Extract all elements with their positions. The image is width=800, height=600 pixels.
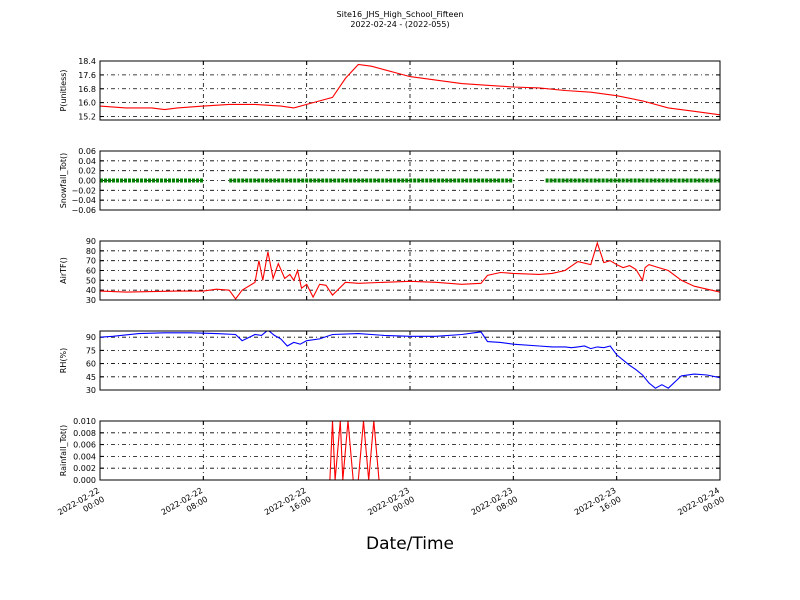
x-tick-label: 2022-02-2300:00 bbox=[366, 486, 416, 526]
x-tick-label: 2022-02-2216:00 bbox=[263, 486, 313, 526]
panel-4: 90 75 60 45 30 RH(%) bbox=[59, 330, 721, 395]
y-tick-label: 90 bbox=[86, 333, 96, 342]
y-tick-label: 0.004 bbox=[73, 452, 96, 461]
y-tick-label: 45 bbox=[86, 373, 96, 382]
y-tick-label: 18.4 bbox=[78, 57, 96, 66]
chart-title: Site16_JHS_High_School_Fifteen bbox=[336, 10, 464, 19]
panel-frame bbox=[99, 330, 721, 391]
y-tick-label: 70 bbox=[86, 257, 96, 266]
y-tick-label: 0.06 bbox=[78, 147, 96, 156]
y-tick-label: −0.02 bbox=[71, 186, 96, 195]
y-tick-label: 50 bbox=[86, 276, 96, 285]
y-tick-label: 80 bbox=[86, 247, 96, 256]
y-axis-label: RH(%) bbox=[59, 348, 68, 373]
y-tick-label: 16.0 bbox=[78, 99, 96, 108]
panel-5: 0.010 0.008 0.006 0.004 0.002 0.000 Rainfall_T… bbox=[59, 417, 721, 485]
y-tick-label: 0.008 bbox=[73, 429, 96, 438]
y-tick-label: −0.06 bbox=[71, 206, 96, 215]
y-axis-label: P(unitless) bbox=[59, 69, 68, 111]
y-tick-label: 75 bbox=[86, 346, 96, 355]
x-tick-label: 2022-02-2316:00 bbox=[573, 486, 623, 526]
y-tick-label: 60 bbox=[86, 360, 96, 369]
panel-frame bbox=[99, 60, 721, 121]
y-axis-label: Rainfall_Tot() bbox=[59, 425, 68, 477]
series-line bbox=[100, 331, 720, 389]
x-tick-label: 2022-02-2208:00 bbox=[160, 486, 210, 526]
chart-subtitle: 2022-02-24 - (2022-055) bbox=[350, 20, 450, 29]
y-tick-label: 40 bbox=[86, 286, 96, 295]
panel-1: 18.4 17.6 16.8 16.0 15.2 P(unitless) bbox=[59, 57, 721, 122]
series-line bbox=[100, 241, 720, 300]
x-tick-label: 2022-02-2400:00 bbox=[676, 486, 726, 526]
panel-frame bbox=[99, 420, 721, 481]
y-tick-label: 0.02 bbox=[78, 167, 96, 176]
y-tick-label: 90 bbox=[86, 237, 96, 246]
x-axis-label: Date/Time bbox=[366, 534, 454, 554]
y-tick-label: 30 bbox=[86, 296, 96, 305]
y-tick-label: 0.006 bbox=[73, 441, 96, 450]
y-tick-label: 0.00 bbox=[78, 177, 96, 186]
panel-frame bbox=[99, 240, 721, 301]
y-tick-label: 15.2 bbox=[78, 113, 96, 122]
series-line bbox=[100, 421, 720, 480]
y-axis-label: AirTF() bbox=[59, 257, 68, 284]
y-tick-label: 0.002 bbox=[73, 464, 96, 473]
x-tick-label: 2022-02-2308:00 bbox=[470, 486, 520, 526]
series-line bbox=[100, 63, 720, 116]
y-tick-label: 60 bbox=[86, 267, 96, 276]
y-tick-label: 0.000 bbox=[73, 476, 96, 485]
x-tick-label: 2022-02-2200:00 bbox=[56, 486, 106, 526]
y-tick-label: 0.010 bbox=[73, 417, 96, 426]
y-axis-label: Snowfall_Tot() bbox=[59, 153, 68, 209]
panel-frame bbox=[99, 150, 721, 211]
panel-2: 0.060.040.020.00−0.02−0.04−0.06Snowfall_… bbox=[59, 147, 721, 215]
y-tick-label: 16.8 bbox=[78, 85, 96, 94]
y-tick-label: −0.04 bbox=[71, 196, 96, 205]
y-tick-label: 30 bbox=[86, 386, 96, 395]
y-tick-label: 0.04 bbox=[78, 157, 96, 166]
y-tick-label: 17.6 bbox=[78, 71, 96, 80]
